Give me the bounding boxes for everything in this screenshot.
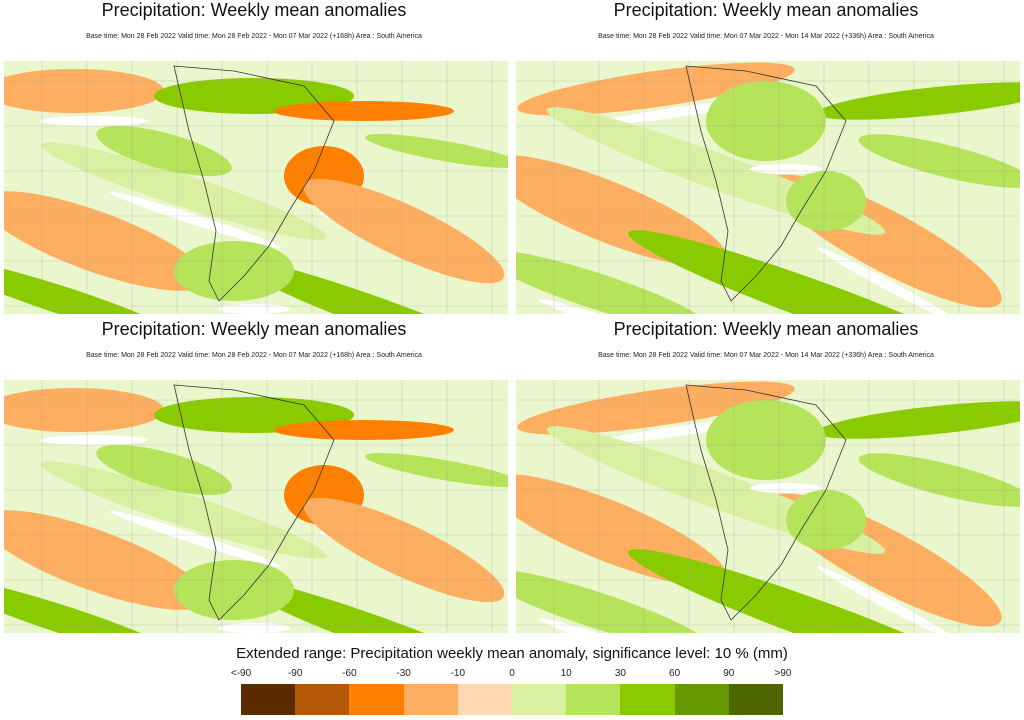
- coastline: [173, 384, 335, 621]
- anomaly-region: [517, 381, 795, 435]
- panel-title: Precipitation: Weekly mean anomalies: [101, 0, 407, 20]
- anomaly-region: [4, 577, 188, 633]
- anomaly-region: [96, 444, 232, 496]
- anomaly-region: [516, 250, 711, 314]
- precipitation-anomaly-map: [4, 61, 508, 314]
- anomaly-region: [706, 81, 826, 161]
- legend-tick: 60: [669, 668, 681, 679]
- legend-tick: -30: [396, 668, 411, 679]
- anomaly-region: [174, 241, 294, 301]
- legend-tick: -10: [450, 668, 466, 679]
- anomaly-region: [274, 420, 454, 440]
- legend-swatch: [620, 684, 675, 715]
- legend-swatch: [512, 684, 567, 715]
- anomaly-region: [816, 82, 1020, 120]
- panel-subtitle: Base time: Mon 28 Feb 2022 Valid time: M…: [86, 33, 422, 40]
- anomaly-region: [858, 134, 1020, 188]
- anomaly-region: [516, 569, 711, 633]
- legend-swatch: [728, 684, 784, 715]
- coastline: [685, 384, 847, 621]
- anomaly-region: [816, 401, 1020, 439]
- anomaly-region: [4, 258, 188, 314]
- anomaly-region: [706, 400, 826, 480]
- legend-tick: -60: [342, 668, 357, 679]
- panel-title: Precipitation: Weekly mean anomalies: [613, 0, 919, 20]
- anomaly-region: [365, 133, 508, 169]
- precipitation-anomaly-map: [4, 380, 508, 633]
- legend-swatch: [403, 684, 458, 715]
- anomaly-region: [627, 230, 1005, 314]
- legend-tick: 0: [509, 668, 515, 679]
- anomaly-region: [303, 178, 505, 284]
- anomaly-region: [274, 101, 454, 121]
- anomaly-region: [365, 452, 508, 488]
- anomaly-region: [786, 490, 866, 550]
- precipitation-anomaly-map: [516, 380, 1020, 633]
- legend-swatch: [241, 684, 296, 715]
- anomaly-region: [786, 171, 866, 231]
- anomaly-region: [41, 461, 327, 559]
- legend-title: Extended range: Precipitation weekly mea…: [236, 645, 788, 662]
- anomaly-region: [517, 62, 795, 116]
- panel-subtitle: Base time: Mon 28 Feb 2022 Valid time: M…: [598, 352, 934, 359]
- map-panel: Precipitation: Weekly mean anomalies Base…: [0, 0, 508, 318]
- anomaly-region: [4, 388, 164, 432]
- coastline: [173, 65, 335, 302]
- legend-swatch: [295, 684, 350, 715]
- legend-tick: 30: [614, 668, 626, 679]
- map-panel: Precipitation: Weekly mean anomalies Base…: [0, 319, 508, 637]
- anomaly-region: [303, 497, 505, 603]
- legend-tick: >90: [774, 668, 792, 679]
- anomaly-region: [233, 259, 508, 314]
- legend-swatch: [566, 684, 621, 715]
- anomaly-region: [41, 142, 327, 240]
- anomaly-region: [4, 69, 164, 113]
- anomaly-region: [627, 549, 1005, 633]
- map-panel: Precipitation: Weekly mean anomalies Base…: [512, 0, 1020, 318]
- coastline: [685, 65, 847, 302]
- legend-swatch: [674, 684, 729, 715]
- anomaly-region: [96, 125, 232, 177]
- legend-colorbar: [241, 684, 784, 715]
- anomaly-region: [174, 560, 294, 620]
- panel-title: Precipitation: Weekly mean anomalies: [613, 319, 919, 339]
- legend-swatch: [457, 684, 513, 715]
- legend-tick: <-90: [230, 668, 252, 679]
- anomaly-region: [233, 578, 508, 633]
- anomaly-region: [858, 453, 1020, 507]
- panel-subtitle: Base time: Mon 28 Feb 2022 Valid time: M…: [86, 352, 422, 359]
- legend-tick: -90: [287, 668, 303, 679]
- map-panel: Precipitation: Weekly mean anomalies Base…: [512, 319, 1020, 637]
- legend-tick: 90: [723, 668, 735, 679]
- precipitation-anomaly-map: [516, 61, 1020, 314]
- legend-tick: 10: [560, 668, 572, 679]
- legend-swatch: [349, 684, 404, 715]
- panel-subtitle: Base time: Mon 28 Feb 2022 Valid time: M…: [598, 33, 934, 40]
- panel-title: Precipitation: Weekly mean anomalies: [101, 319, 407, 339]
